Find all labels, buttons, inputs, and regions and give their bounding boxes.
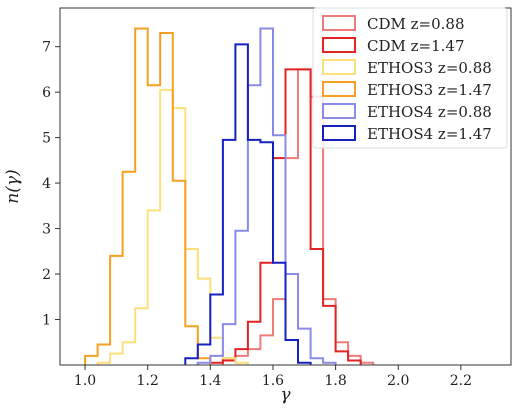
legend-swatch [322, 37, 356, 53]
x-axis-label: γ [280, 385, 291, 405]
legend-swatch [322, 103, 356, 119]
y-tick-label: 2 [42, 267, 51, 283]
x-tick-label: 1.8 [324, 373, 346, 389]
legend-label: ETHOS3 z=1.47 [367, 81, 492, 99]
x-tick-label: 1.0 [74, 373, 96, 389]
y-tick-label: 3 [42, 222, 51, 238]
y-tick-label: 4 [42, 176, 51, 192]
x-tick-label: 2.0 [387, 373, 409, 389]
x-tick-label: 1.2 [137, 373, 159, 389]
legend-swatch [322, 81, 356, 97]
legend-label: ETHOS4 z=0.88 [367, 103, 492, 121]
plot-frame [59, 7, 512, 366]
legend-swatch [322, 59, 356, 75]
legend-swatch [322, 125, 356, 141]
y-tick-label: 7 [42, 40, 51, 56]
legend-label: ETHOS3 z=0.88 [367, 59, 492, 77]
legend-label: ETHOS4 z=1.47 [367, 125, 492, 143]
y-axis-label: n(γ) [3, 169, 23, 203]
axis-layer: 1.0 1.2 1.4 1.6 1.8 2.0 2.2 1 2 3 4 5 6 7 [42, 40, 472, 389]
histogram-series-5 [184, 43, 312, 365]
x-tick-label: 1.6 [262, 373, 284, 389]
histogram-series-layer [84, 27, 375, 365]
legend-label: CDM z=0.88 [367, 15, 465, 33]
x-tick-label: 1.4 [199, 373, 221, 389]
x-tick-label: 2.2 [450, 373, 472, 389]
y-tick-label: 6 [42, 85, 51, 101]
histogram-series-4 [196, 27, 337, 365]
legend: CDM z=0.88 CDM z=1.47 ETHOS3 z=0.88 ETHOS3 … [312, 7, 508, 149]
histogram-series-3 [84, 27, 212, 365]
y-tick-label: 5 [42, 131, 51, 147]
legend-box [312, 7, 508, 149]
y-tick-label: 1 [42, 313, 51, 329]
legend-label: CDM z=1.47 [367, 37, 465, 55]
legend-swatch [322, 15, 356, 31]
